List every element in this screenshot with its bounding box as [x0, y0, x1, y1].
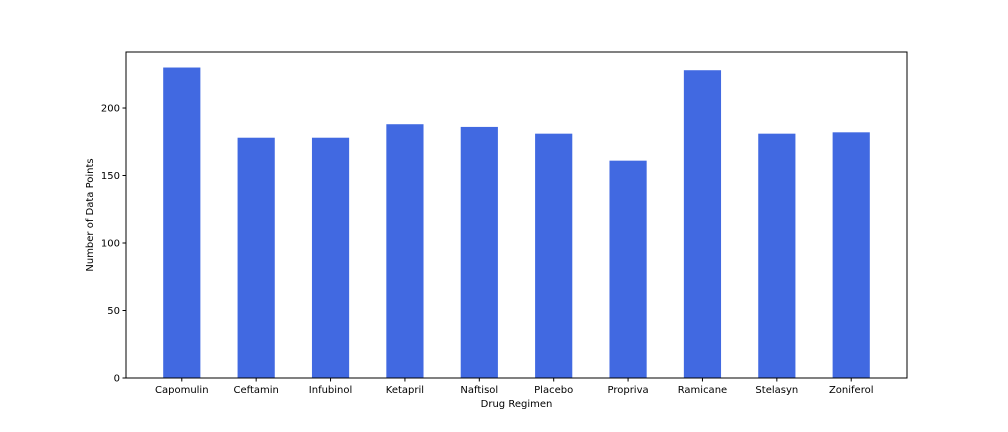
x-axis-ticks: Capomulin Ceftamin Infubinol Ketapril Naftis…: [155, 378, 873, 396]
bars-group: [163, 67, 870, 379]
x-tick-label: Ceftamin: [233, 385, 278, 396]
x-tick-label: Naftisol: [460, 385, 498, 396]
bar-ketapril: [386, 124, 424, 379]
y-tick-label: 50: [107, 306, 120, 317]
x-tick-label: Infubinol: [309, 385, 353, 396]
y-tick-label: 100: [101, 239, 120, 250]
bar-infubinol: [311, 137, 350, 378]
plot-area-frame: [125, 51, 908, 379]
y-tick-label: 150: [101, 171, 120, 182]
bar-ceftamin: [237, 137, 275, 378]
bar-capomulin: [163, 67, 201, 379]
bar-stelasyn: [758, 133, 796, 378]
x-tick-label: Ketapril: [386, 385, 424, 396]
bar-naftisol: [460, 126, 498, 379]
x-tick-label: Zoniferol: [829, 385, 874, 396]
x-tick-label: Ramicane: [678, 385, 728, 396]
x-axis-label: Drug Regimen: [481, 399, 553, 410]
bar-zoniferol: [832, 132, 870, 378]
y-axis-ticks: 0 50 100 150 200: [101, 104, 126, 385]
x-tick-label: Capomulin: [155, 385, 209, 396]
x-tick-label: Propriva: [607, 385, 648, 396]
x-tick-label: Placebo: [534, 385, 573, 396]
y-tick-label: 0: [114, 374, 120, 385]
bar-placebo: [535, 133, 573, 378]
bar-propriva: [609, 160, 647, 378]
x-tick-label: Stelasyn: [755, 385, 798, 396]
bar-ramicane: [683, 70, 722, 378]
y-axis-label: Number of Data Points: [85, 158, 96, 271]
y-tick-label: 200: [101, 104, 120, 115]
